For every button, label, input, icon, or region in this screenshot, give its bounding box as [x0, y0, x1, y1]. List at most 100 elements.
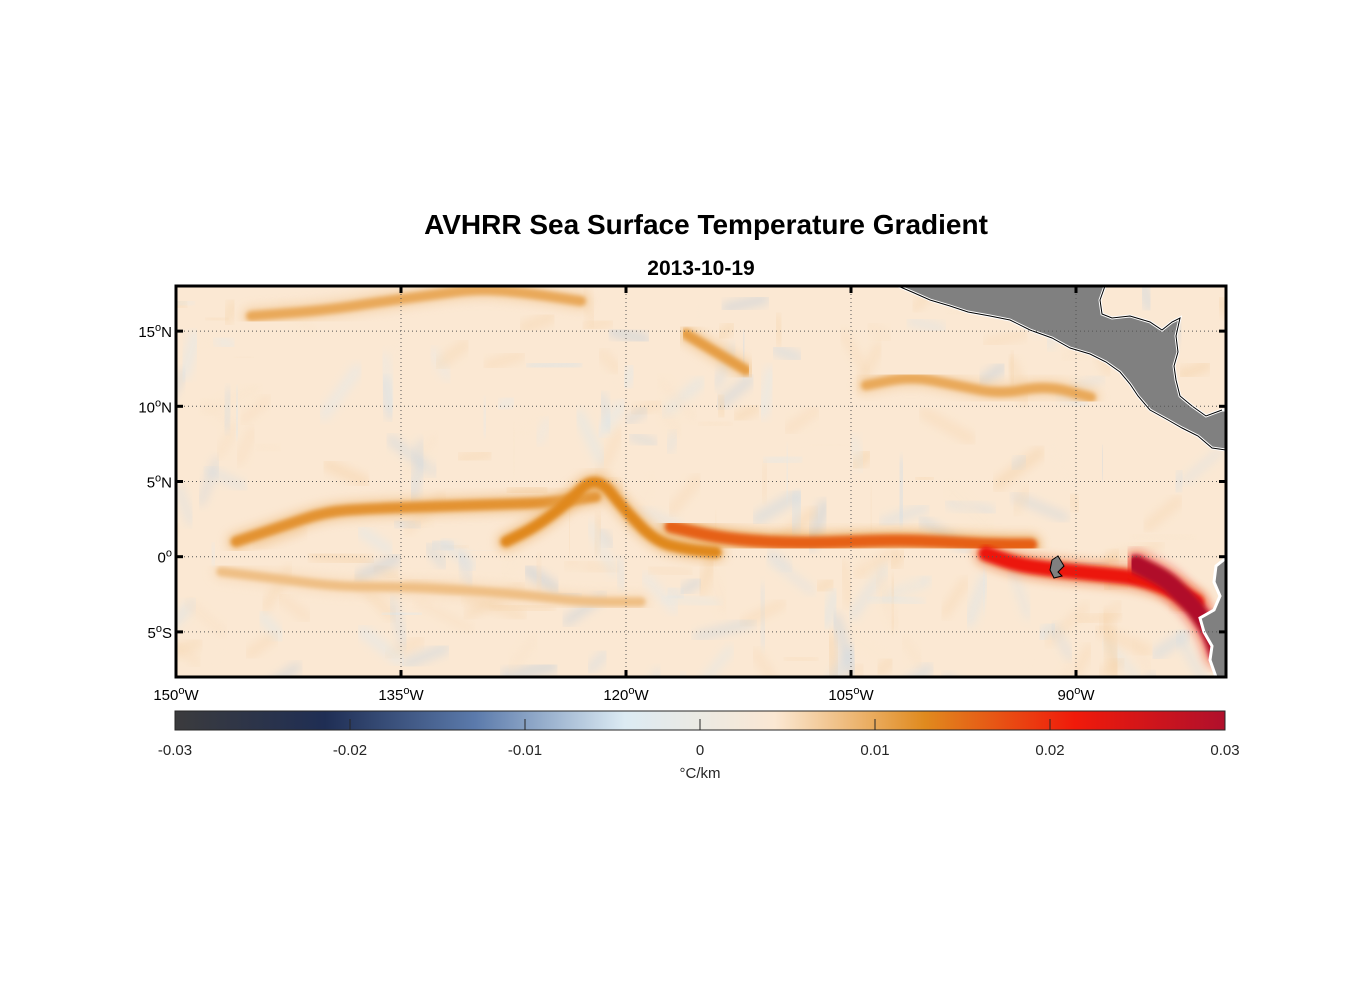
texture-streak	[849, 435, 866, 471]
colorbar: -0.03 -0.02 -0.01 0 0.01 0.02 0.03 °C/km	[158, 710, 1240, 782]
texture-streak	[355, 525, 395, 556]
texture-streak	[176, 483, 195, 526]
map-panel: 150oW 135oW 120oW 105oW 90oW 15oN 10oN 5oN 0o 5o…	[138, 284, 1228, 704]
texture-streak	[499, 660, 559, 677]
texture-streak	[614, 556, 628, 591]
texture-streak	[812, 575, 838, 596]
texture-streak	[387, 595, 409, 650]
texture-streak	[627, 431, 659, 448]
south-america-land	[1198, 556, 1226, 677]
land-layer	[897, 286, 1226, 677]
texture-streak	[887, 547, 908, 572]
texture-streak	[356, 625, 406, 666]
texture-streak	[1095, 599, 1125, 632]
texture-streak	[941, 480, 996, 535]
texture-streak	[899, 634, 925, 669]
texture-streak	[894, 457, 909, 526]
texture-streak	[912, 472, 937, 484]
colorbar-ticks: -0.03 -0.02 -0.01 0 0.01 0.02 0.03	[158, 719, 1240, 759]
graticule	[176, 286, 1226, 677]
lon-tick-label: 105oW	[828, 685, 874, 704]
texture-streak	[906, 316, 947, 333]
texture-streak	[731, 403, 762, 423]
texture-streak	[382, 330, 412, 367]
texture-streak	[720, 294, 770, 314]
texture-streak	[1177, 359, 1213, 381]
texture-streak	[845, 662, 867, 677]
texture-streak	[784, 417, 822, 467]
sst-front	[500, 476, 722, 558]
texture-streak	[455, 447, 495, 465]
texture-streak	[1147, 672, 1157, 677]
texture-streak	[234, 426, 258, 467]
texture-streak	[883, 570, 923, 622]
texture-streak	[692, 618, 756, 642]
texture-streak	[873, 655, 897, 677]
texture-streak	[1044, 438, 1075, 493]
texture-streak	[829, 646, 857, 677]
texture-streak	[479, 398, 490, 437]
texture-streak	[623, 406, 650, 425]
texture-streak	[423, 542, 448, 570]
texture-streak	[781, 653, 821, 666]
texture-streak	[586, 521, 618, 576]
sst-fronts-layer	[212, 286, 1226, 668]
texture-streak	[176, 637, 204, 657]
texture-streak	[750, 647, 777, 677]
lat-tick-label: 5oN	[147, 473, 172, 492]
texture-streak	[1011, 483, 1032, 516]
texture-streak	[1015, 629, 1040, 672]
lat-tick-label: 5oS	[148, 623, 172, 642]
texture-streak	[666, 474, 704, 516]
texture-streak	[976, 361, 1008, 388]
texture-streak	[595, 398, 629, 439]
longitude-labels: 150oW 135oW 120oW 105oW 90oW	[153, 685, 1095, 704]
texture-streak	[1094, 624, 1154, 657]
texture-streak	[640, 572, 680, 614]
texture-streak	[208, 542, 219, 568]
texture-streak	[918, 407, 977, 445]
texture-streak	[751, 489, 803, 525]
texture-streak	[402, 433, 440, 476]
texture-streak	[380, 352, 397, 411]
texture-streak	[532, 553, 546, 597]
texture-streak	[353, 553, 403, 583]
colorbar-tick-label: 0.02	[1035, 742, 1064, 759]
texture-streak	[1142, 495, 1184, 532]
lat-tick-label: 0o	[158, 548, 172, 567]
texture-streak	[494, 394, 518, 413]
texture-streak	[656, 376, 698, 422]
frame-ticks	[174, 286, 1226, 677]
texture-streak	[178, 330, 202, 380]
lon-tick-label: 150oW	[153, 685, 199, 704]
sst-front	[216, 567, 646, 607]
sst-front	[230, 491, 602, 548]
texture-streak	[783, 405, 821, 435]
texture-streak	[1097, 657, 1126, 677]
texture-streak	[517, 311, 558, 334]
texture-streak	[678, 576, 704, 596]
texture-streak	[490, 601, 556, 615]
texture-streak	[573, 409, 607, 466]
texture-streak	[713, 392, 730, 420]
texture-streak	[307, 548, 375, 568]
texture-streak	[252, 440, 284, 456]
texture-streak	[439, 538, 478, 571]
texture-streak	[766, 548, 794, 573]
texture-streak	[197, 457, 221, 506]
texture-streak	[472, 539, 488, 569]
texture-streak	[401, 643, 450, 669]
texture-streak	[1171, 468, 1187, 494]
sst-front	[664, 520, 1038, 551]
texture-streak	[244, 629, 280, 659]
texture-streak	[1044, 602, 1090, 646]
texture-streak	[820, 588, 842, 629]
texture-streak	[664, 585, 687, 602]
central-america-outline	[897, 286, 1226, 451]
texture-streak	[366, 422, 409, 477]
texture-streak	[606, 325, 651, 345]
galapagos-islands	[1049, 555, 1065, 579]
colorbar-tick-label: 0.03	[1210, 742, 1239, 759]
texture-streak	[1215, 295, 1226, 318]
